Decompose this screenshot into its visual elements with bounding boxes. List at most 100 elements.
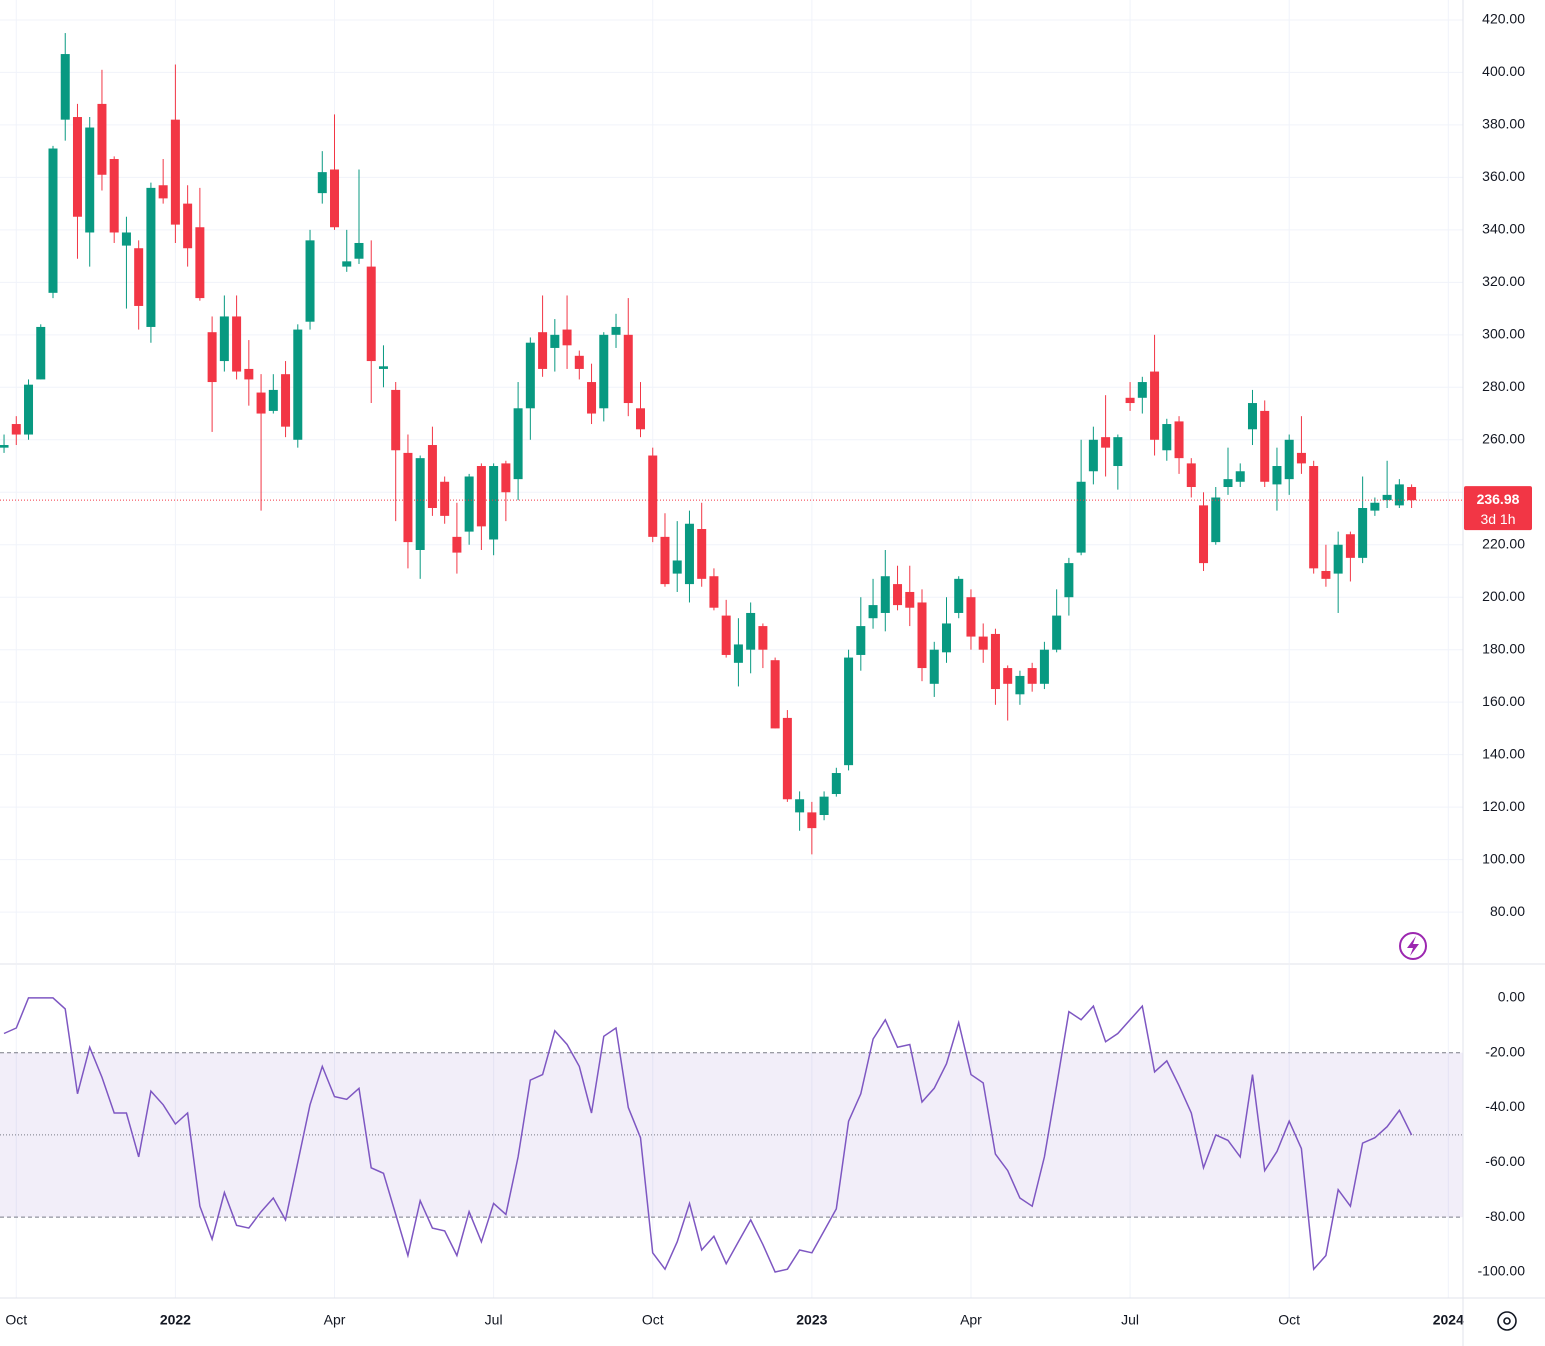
x-tick-label: Apr (324, 1312, 346, 1328)
y-tick-label: 200.00 (1482, 588, 1525, 604)
candle-body (733, 644, 743, 663)
candle-body (770, 660, 780, 729)
candle-body (305, 240, 315, 322)
candle-body (684, 523, 694, 585)
x-tick-label: 2022 (160, 1312, 191, 1328)
candle-body (1296, 452, 1306, 464)
candle-body (281, 374, 291, 427)
candle-body (0, 445, 9, 448)
y-tick-label: 400.00 (1482, 63, 1525, 79)
candle-body (635, 408, 645, 430)
candle-body (1223, 479, 1233, 488)
y-tick-label: -100.00 (1478, 1263, 1526, 1279)
candle-body (1333, 544, 1343, 574)
candle-body (538, 332, 548, 369)
candle-body (990, 633, 1000, 690)
candle-body (513, 408, 523, 480)
candle-body (795, 799, 805, 813)
candle-body (1407, 487, 1417, 501)
candle-body (562, 329, 572, 346)
last-price-box (1464, 486, 1532, 531)
candle-body (342, 261, 352, 267)
candle-body (452, 536, 462, 553)
candle-body (60, 54, 70, 120)
lightning-icon[interactable] (1399, 932, 1427, 960)
candle-body (170, 119, 180, 225)
candle-body (782, 717, 792, 800)
candle-body (978, 636, 988, 650)
x-tick-label: Oct (642, 1312, 664, 1328)
candle-body (721, 615, 731, 655)
candle-body (1345, 534, 1355, 558)
candle-body (966, 597, 976, 637)
candle-body (929, 649, 939, 684)
candle-body (476, 466, 486, 527)
candle-body (489, 466, 499, 540)
y-tick-label: -60.00 (1485, 1153, 1525, 1169)
y-tick-label: 320.00 (1482, 273, 1525, 289)
y-tick-label: 220.00 (1482, 535, 1525, 551)
candle-body (195, 227, 205, 299)
candle-body (941, 623, 951, 653)
candle-body (415, 458, 425, 550)
candle-body (905, 591, 915, 608)
candle-body (1309, 466, 1319, 569)
candle-body (758, 626, 768, 650)
candle-body (880, 576, 890, 613)
candle-body (48, 148, 58, 293)
candle-body (893, 584, 903, 606)
candle-body (256, 392, 266, 414)
x-tick-label: Oct (1278, 1312, 1300, 1328)
candle-body (1162, 424, 1172, 451)
candle-body (1284, 439, 1294, 480)
countdown-label: 3d 1h (1480, 511, 1515, 527)
candle-body (550, 334, 560, 348)
candle-body (121, 232, 131, 246)
candle-body (1052, 615, 1062, 650)
y-tick-label: -20.00 (1485, 1043, 1525, 1059)
candle-body (611, 326, 621, 335)
candle-body (917, 602, 927, 669)
candle-body (1137, 382, 1147, 398)
y-tick-label: -40.00 (1485, 1098, 1525, 1114)
candle-body (856, 626, 866, 655)
x-tick-label: Jul (1121, 1312, 1139, 1328)
candle-body (1003, 668, 1013, 684)
candle-body (1039, 649, 1049, 684)
candle-body (1321, 570, 1331, 579)
candle-body (599, 334, 609, 409)
candle-body (317, 172, 327, 194)
y-tick-label: 360.00 (1482, 168, 1525, 184)
candle-body (354, 242, 364, 259)
candle-body (709, 576, 719, 608)
x-tick-label: Jul (485, 1312, 503, 1328)
candle-body (244, 368, 254, 380)
candle-body (440, 481, 450, 516)
candle-body (623, 334, 633, 404)
candle-body (427, 445, 437, 509)
candle-body (24, 384, 34, 435)
settings-icon[interactable] (1497, 1311, 1517, 1331)
candle-body (954, 578, 964, 613)
candle-body (72, 117, 82, 217)
candle-body (330, 169, 340, 228)
candle-body (660, 536, 670, 585)
candle-body (232, 316, 242, 372)
x-tick-label: Apr (960, 1312, 982, 1328)
x-tick-label: 2023 (796, 1312, 827, 1328)
candle-body (85, 127, 95, 233)
candle-body (1174, 421, 1184, 459)
candle-body (1150, 371, 1160, 440)
candle-body (1088, 439, 1098, 472)
candle-body (1015, 675, 1025, 695)
y-tick-label: 340.00 (1482, 221, 1525, 237)
y-tick-label: 180.00 (1482, 640, 1525, 656)
candle-body (1076, 481, 1086, 553)
candle-body (1113, 437, 1123, 467)
candle-body (574, 355, 584, 369)
candle-body (587, 382, 597, 414)
y-tick-label: -80.00 (1485, 1208, 1525, 1224)
candle-body (391, 389, 401, 451)
y-tick-label: 420.00 (1482, 11, 1525, 27)
candle-body (1382, 494, 1392, 501)
